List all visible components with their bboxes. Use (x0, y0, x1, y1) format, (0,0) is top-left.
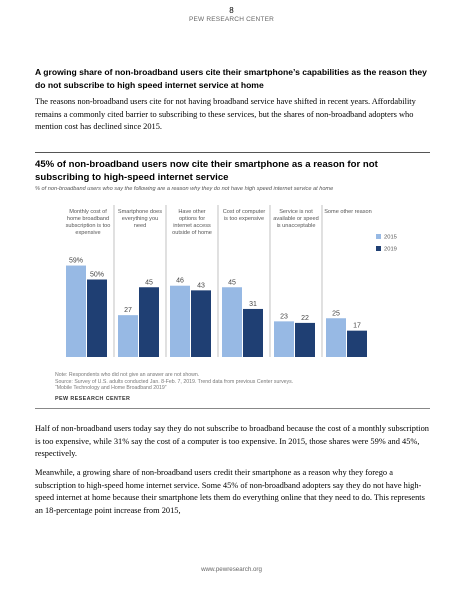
data-label-2019-3: 31 (249, 301, 257, 308)
chart-top-rule (35, 152, 430, 153)
data-label-2015-0: 59% (69, 258, 83, 265)
category-label-line: home broadband (66, 216, 110, 222)
bar-2015-1 (118, 315, 138, 357)
bar-2019-1 (139, 287, 159, 357)
data-label-2019-0: 50% (90, 272, 104, 279)
category-label-line: everything you (121, 216, 159, 222)
source-text: Source: Survey of U.S. adults conducted … (55, 378, 294, 385)
bar-chart: 59% 27 46 45 23 25 50% 45 43 31 22 17 (66, 205, 367, 357)
chart-brand: PEW RESEARCH CENTER (55, 396, 131, 402)
category-label-2: Have other options for internet access outs… (164, 209, 220, 237)
bar-2015-0 (66, 265, 86, 357)
category-label-line: Some other reason (324, 209, 372, 215)
body-paragraph-3: Meanwhile, a growing share of non-broadb… (35, 468, 425, 515)
data-label-2015-2: 46 (176, 278, 184, 285)
note-text: Note: Respondents who did not give an an… (55, 372, 200, 378)
category-label-line: internet access (173, 223, 211, 229)
chart-bottom-rule (35, 408, 430, 409)
category-label-3: Cost of computer is too expensive (216, 209, 272, 223)
chart-title: 45% of non-broadband users now cite thei… (35, 159, 378, 183)
category-label-line: expensive (75, 230, 101, 236)
data-label-2019-5: 17 (353, 323, 361, 330)
legend-label-2015: 2015 (384, 234, 397, 241)
legend-label-2019: 2019 (384, 246, 397, 253)
category-label-4: Service is not available or speed is unacc… (268, 209, 324, 230)
bar-2015-3 (222, 287, 242, 357)
legend-item-2015: 2015 (376, 234, 397, 241)
data-label-2015-3: 45 (228, 279, 236, 286)
category-label-line: is unacceptable (276, 223, 316, 229)
intro-paragraph: The reasons non-broadband users cite for… (35, 97, 416, 132)
category-label-line: Monthly cost of (69, 209, 107, 215)
page-footer: www.pewresearch.org (201, 566, 262, 573)
data-label-2015-4: 23 (280, 313, 288, 320)
data-label-2019-4: 22 (301, 315, 309, 322)
category-label-line: Service is not (279, 209, 313, 215)
chart-note: Note: Respondents who did not give an an… (55, 372, 293, 392)
data-label-2019-1: 45 (145, 279, 153, 286)
data-label-2015-1: 27 (124, 307, 132, 314)
category-label-line: Cost of computer (222, 209, 266, 215)
category-label-line: Smartphone does (117, 209, 163, 215)
bar-2019-2 (191, 290, 211, 357)
bar-2015-2 (170, 285, 190, 357)
bar-2019-5 (347, 330, 367, 357)
data-label-2015-5: 25 (332, 310, 340, 317)
source-text-2: “Mobile Technology and Home Broadband 20… (55, 385, 167, 392)
category-label-1: Smartphone does everything you need (112, 209, 168, 230)
section-heading: A growing share of non-broadband users c… (35, 67, 427, 90)
bar-2015-4 (274, 321, 294, 357)
category-label-line: need (133, 223, 147, 229)
category-label-line: is too expensive (223, 216, 265, 222)
bar-2019-4 (295, 322, 315, 357)
page-number: 8 (229, 6, 234, 15)
category-label-line: subscription is too (65, 223, 111, 229)
category-label-0: Monthly cost of home broadband subscriptio… (60, 209, 116, 237)
category-label-line: outside of home (172, 230, 212, 236)
chart-subtitle: % of non-broadband users who say the fol… (35, 186, 334, 192)
category-label-line: Have other (178, 209, 206, 215)
category-label-5: Some other reason (320, 209, 376, 216)
bar-2019-0 (87, 279, 107, 357)
body-paragraph-2: Half of non-broadband users today say th… (35, 424, 429, 459)
legend-swatch-2015 (376, 234, 381, 239)
category-label-line: available or speed (273, 216, 319, 222)
category-label-line: options for (178, 216, 206, 222)
page-header: PEW RESEARCH CENTER (188, 16, 275, 23)
legend-swatch-2019 (376, 246, 381, 251)
bar-2019-3 (243, 308, 263, 357)
legend-item-2019: 2019 (376, 246, 397, 253)
data-label-2019-2: 43 (197, 282, 205, 289)
bar-2015-5 (326, 318, 346, 357)
